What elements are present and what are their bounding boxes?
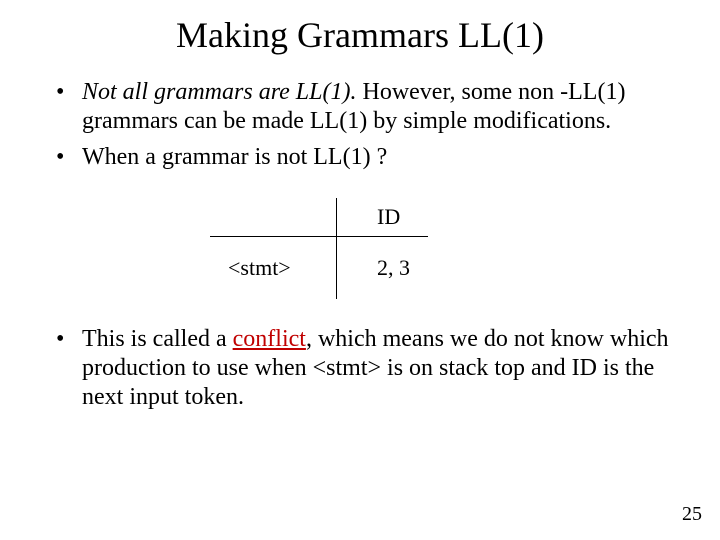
page-number: 25 <box>682 503 702 526</box>
table-header-row: ID <box>210 198 428 237</box>
table-cell: 2, 3 <box>337 236 429 299</box>
bullet-1-lead: Not all grammars are LL(1). <box>82 79 356 105</box>
bullet-3: This is called a conflict, which means w… <box>50 325 670 413</box>
slide: Making Grammars LL(1) Not all grammars a… <box>0 0 720 540</box>
table-row-label: <stmt> <box>210 236 337 299</box>
conflict-word: conflict <box>233 326 306 352</box>
bullet-3-a: This is called a <box>82 326 233 352</box>
table-corner <box>210 198 337 237</box>
parse-table-wrap: ID <stmt> 2, 3 <box>210 198 530 299</box>
slide-title: Making Grammars LL(1) <box>50 14 670 56</box>
bullet-2: When a grammar is not LL(1) ? <box>50 143 670 172</box>
bullet-list-2: This is called a conflict, which means w… <box>50 325 670 413</box>
table-row: <stmt> 2, 3 <box>210 236 428 299</box>
table-col-header: ID <box>337 198 429 237</box>
parse-table: ID <stmt> 2, 3 <box>210 198 428 299</box>
bullet-list: Not all grammars are LL(1). However, som… <box>50 78 670 172</box>
bullet-1: Not all grammars are LL(1). However, som… <box>50 78 670 137</box>
